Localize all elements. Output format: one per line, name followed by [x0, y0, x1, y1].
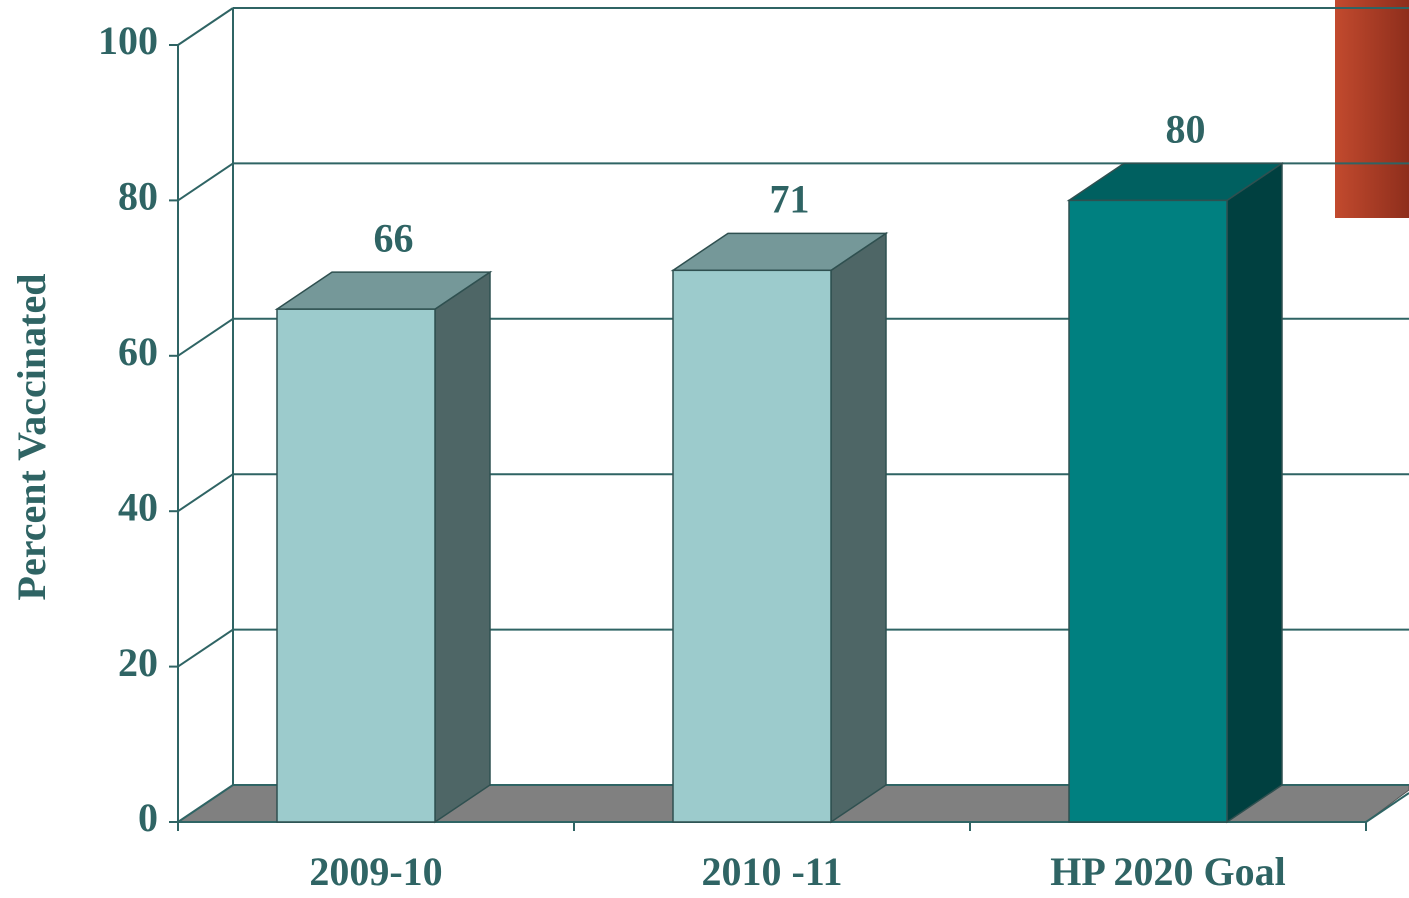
x-tick-label: 2010 -11: [701, 849, 842, 894]
plot: 0 20 40 60 80 100 2009-10 66 2010 -11 71 HP 2020 G…: [98, 7, 1409, 894]
grid-diagonal: [177, 317, 234, 357]
y-tick-label: 40: [118, 484, 158, 529]
y-tick-label: 80: [118, 174, 158, 219]
grid-diagonal: [177, 7, 234, 46]
data-label: 71: [770, 177, 810, 222]
grid-diagonal: [177, 784, 234, 823]
x-tick-label: HP 2020 Goal: [1050, 849, 1286, 894]
bar: [672, 269, 832, 823]
bar: [276, 308, 436, 823]
floor-edge: [1365, 792, 1409, 823]
y-tick-label: 100: [98, 18, 158, 63]
y-tick-label: 20: [118, 640, 158, 685]
bar: [1068, 199, 1228, 823]
x-tick-label: 2009-10: [309, 849, 442, 894]
bar-side: [830, 231, 887, 824]
y-tick-label: 60: [118, 329, 158, 374]
bar-side: [434, 270, 491, 824]
decoration: [1335, 0, 1409, 218]
grid-diagonal: [177, 162, 234, 202]
grid-diagonal: [177, 473, 234, 513]
data-label: 80: [1166, 107, 1206, 152]
grid-diagonal: [177, 628, 234, 668]
data-label: 66: [374, 215, 414, 260]
y-tick-label: 0: [138, 795, 158, 840]
y-axis-label: Percent Vaccinated: [9, 274, 54, 601]
bar-side: [1226, 161, 1283, 824]
